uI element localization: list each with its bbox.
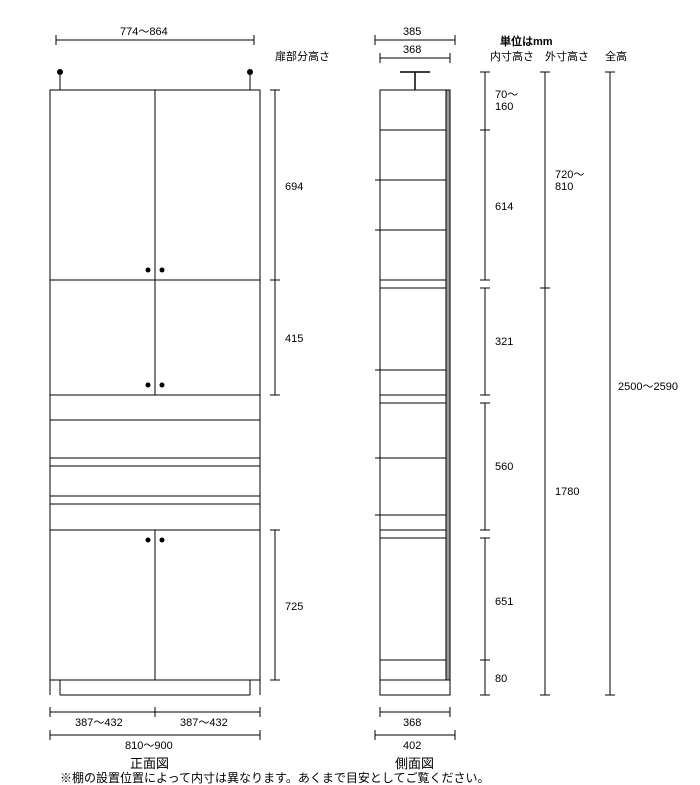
side-inner-depth: 368 bbox=[403, 44, 421, 56]
svg-text:70～: 70～ bbox=[495, 89, 518, 101]
side-h-top-1: 70～ bbox=[495, 89, 518, 101]
front-view: 774～864 bbox=[50, 26, 303, 771]
dim-outer: 720～ 810 1780 bbox=[540, 72, 584, 695]
side-h1: 614 bbox=[495, 201, 513, 213]
front-title: 正面図 bbox=[130, 756, 169, 771]
side-bottom-outer: 402 bbox=[403, 740, 421, 752]
side-view: 385 368 bbox=[375, 26, 678, 771]
dim-inner: 70～ 160 614 321 560 651 80 bbox=[480, 72, 518, 695]
side-top-depth: 385 bbox=[403, 26, 421, 38]
note: ※棚の設置位置によって内寸は異なります。あくまで目安としてご覧ください。 bbox=[60, 770, 489, 785]
front-door2: 415 bbox=[285, 333, 303, 345]
side-h4: 651 bbox=[495, 596, 513, 608]
hdr-door: 扉部分高さ bbox=[275, 49, 330, 63]
side-outer-body: 1780 bbox=[555, 486, 579, 498]
side-h-base: 80 bbox=[495, 673, 507, 685]
unit-label: 単位はmm bbox=[500, 34, 553, 48]
adjuster-left bbox=[57, 69, 63, 90]
side-bottom-inner: 368 bbox=[403, 717, 421, 729]
side-h2: 321 bbox=[495, 336, 513, 348]
svg-text:160: 160 bbox=[495, 101, 513, 113]
hdr-inner: 内寸高さ bbox=[490, 49, 534, 63]
front-bottom-width: 810～900 bbox=[125, 740, 173, 752]
hdr-outer: 外寸高さ bbox=[545, 49, 589, 63]
side-h3: 560 bbox=[495, 461, 513, 473]
hdr-total: 全高 bbox=[605, 49, 627, 63]
svg-text:720～: 720～ bbox=[555, 169, 584, 181]
adjuster-right bbox=[247, 69, 253, 90]
front-door3: 725 bbox=[285, 601, 303, 613]
dim-total: 2500～2590 bbox=[605, 72, 678, 695]
side-total: 2500～2590 bbox=[618, 381, 678, 393]
front-half-l: 387～432 bbox=[75, 717, 123, 729]
front-door1: 694 bbox=[285, 181, 303, 193]
front-half-r: 387～432 bbox=[180, 717, 228, 729]
side-outer-top-1: 720～ bbox=[555, 169, 584, 181]
svg-text:810: 810 bbox=[555, 181, 573, 193]
side-outer-top-2: 810 bbox=[555, 181, 573, 193]
side-h-top-2: 160 bbox=[495, 101, 513, 113]
side-title: 側面図 bbox=[395, 756, 434, 771]
front-top-width: 774～864 bbox=[120, 26, 168, 38]
